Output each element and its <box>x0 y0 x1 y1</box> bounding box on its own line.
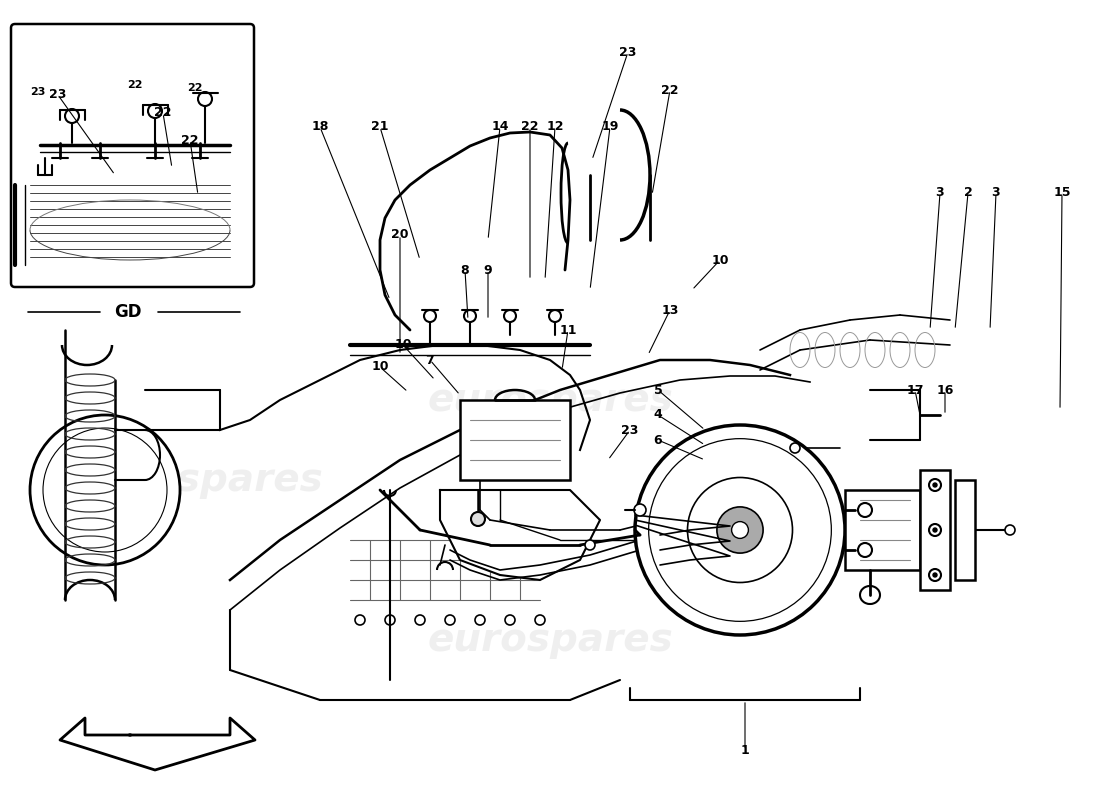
Bar <box>460 400 570 480</box>
Circle shape <box>930 524 940 536</box>
Circle shape <box>505 615 515 625</box>
Circle shape <box>858 543 872 557</box>
Polygon shape <box>440 490 600 580</box>
Bar <box>955 480 975 580</box>
Text: 15: 15 <box>1054 186 1070 199</box>
Text: 22: 22 <box>661 83 679 97</box>
Circle shape <box>549 310 561 322</box>
Text: eurospares: eurospares <box>427 381 673 419</box>
Text: 10: 10 <box>372 361 388 374</box>
Text: 23: 23 <box>619 46 637 58</box>
Text: 12: 12 <box>547 121 563 134</box>
Circle shape <box>198 92 212 106</box>
Circle shape <box>355 615 365 625</box>
Text: 23: 23 <box>50 89 67 102</box>
Text: 5: 5 <box>653 383 662 397</box>
Circle shape <box>634 504 646 516</box>
Circle shape <box>717 507 763 553</box>
Circle shape <box>385 615 395 625</box>
Circle shape <box>930 569 940 581</box>
Circle shape <box>585 540 595 550</box>
Text: 19: 19 <box>602 121 618 134</box>
Circle shape <box>1005 525 1015 535</box>
Text: 1: 1 <box>740 743 749 757</box>
Polygon shape <box>60 718 255 770</box>
Text: 11: 11 <box>559 323 576 337</box>
Text: 6: 6 <box>653 434 662 446</box>
Circle shape <box>43 428 167 552</box>
Text: 10: 10 <box>394 338 411 351</box>
Text: 18: 18 <box>311 121 329 134</box>
Circle shape <box>446 615 455 625</box>
Circle shape <box>933 528 937 532</box>
Bar <box>845 490 920 570</box>
Text: eurospares: eurospares <box>427 621 673 659</box>
Circle shape <box>148 104 162 118</box>
Text: 22: 22 <box>187 83 202 93</box>
Circle shape <box>790 443 800 453</box>
Circle shape <box>858 503 872 517</box>
Circle shape <box>535 615 544 625</box>
Text: 10: 10 <box>712 254 728 266</box>
Circle shape <box>471 512 485 526</box>
Text: 22: 22 <box>182 134 199 146</box>
Text: 21: 21 <box>372 121 388 134</box>
Text: 17: 17 <box>906 383 924 397</box>
Circle shape <box>933 573 937 577</box>
Bar <box>920 470 950 590</box>
Text: 23: 23 <box>621 423 639 437</box>
Text: 3: 3 <box>936 186 944 199</box>
Circle shape <box>65 109 79 123</box>
Circle shape <box>930 479 940 491</box>
Text: 8: 8 <box>461 263 470 277</box>
Circle shape <box>464 310 476 322</box>
Text: 2: 2 <box>964 186 972 199</box>
Circle shape <box>933 483 937 487</box>
Text: 22: 22 <box>128 80 143 90</box>
Text: eurospares: eurospares <box>77 461 323 499</box>
Text: 16: 16 <box>936 383 954 397</box>
Text: 7: 7 <box>426 354 434 366</box>
Circle shape <box>424 310 436 322</box>
Text: 3: 3 <box>992 186 1000 199</box>
Text: 22: 22 <box>521 121 539 134</box>
Circle shape <box>30 415 180 565</box>
Text: 4: 4 <box>653 409 662 422</box>
Text: GD: GD <box>114 303 142 321</box>
Circle shape <box>635 425 845 635</box>
Text: 9: 9 <box>484 263 493 277</box>
Circle shape <box>504 310 516 322</box>
Polygon shape <box>730 440 800 475</box>
Circle shape <box>415 615 425 625</box>
Circle shape <box>732 522 748 538</box>
Text: 13: 13 <box>661 303 679 317</box>
Circle shape <box>475 615 485 625</box>
FancyBboxPatch shape <box>11 24 254 287</box>
Text: 22: 22 <box>154 106 172 119</box>
Text: 14: 14 <box>492 121 508 134</box>
Text: 23: 23 <box>31 87 46 97</box>
Text: 20: 20 <box>392 229 409 242</box>
